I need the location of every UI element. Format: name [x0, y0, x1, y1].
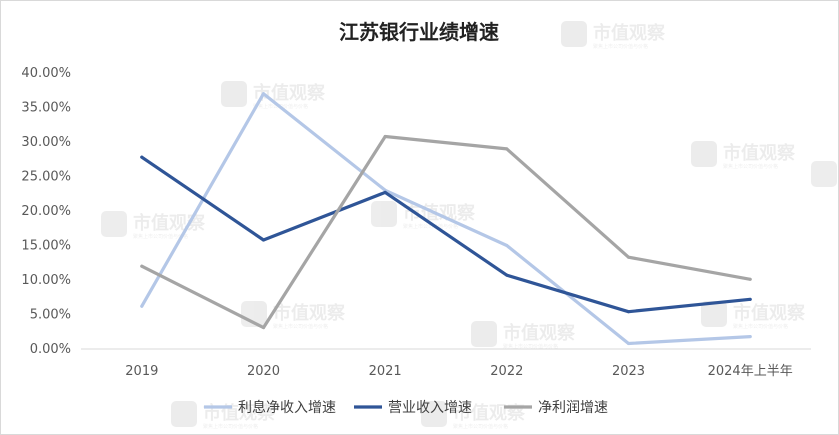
watermark-sub: 聚焦上市公司价值与价格: [733, 323, 788, 330]
x-tick-label: 2022: [490, 364, 523, 379]
data-point: [383, 190, 387, 194]
watermark-sub: 聚焦上市公司价值与价格: [723, 163, 778, 170]
y-tick-label: 20.00%: [21, 204, 71, 219]
legend-item: 营业收入增速: [354, 400, 472, 416]
watermark-logo-icon: [371, 201, 397, 227]
data-point: [262, 326, 265, 330]
watermark-logo-icon: [221, 81, 247, 107]
watermark-brand: 市值观察: [273, 302, 346, 324]
data-point: [748, 335, 752, 339]
y-axis: 0.00% 5.00% 10.00% 15.00% 20.00% 25.00% 30.00%…: [21, 66, 71, 357]
watermark-sub: 聚焦上市公司价值与价格: [203, 423, 258, 430]
watermark-logo-icon: [421, 401, 447, 427]
watermark-logo-icon: [171, 401, 197, 427]
data-point: [627, 310, 630, 314]
series-layer: [140, 92, 752, 346]
watermark-brand: 市值观察: [723, 142, 796, 164]
series-line-1: [140, 92, 752, 346]
y-tick-label: 10.00%: [21, 273, 71, 288]
legend-label: 营业收入增速: [388, 400, 472, 416]
watermark-brand: 市值观察: [733, 302, 806, 324]
y-tick-label: 35.00%: [21, 101, 71, 116]
watermark-brand: 市值观察: [593, 22, 666, 44]
series-line-2: [140, 155, 752, 314]
watermark-logo-icon: [561, 21, 587, 47]
data-point: [262, 238, 265, 242]
y-tick-label: 30.00%: [21, 135, 71, 150]
data-point: [748, 277, 752, 281]
watermark-brand: 市值观察: [503, 322, 576, 344]
data-point: [505, 273, 509, 277]
x-tick-label: 2019: [125, 364, 158, 379]
legend-label: 利息净收入增速: [238, 399, 336, 416]
data-point: [505, 147, 509, 151]
data-point: [505, 244, 509, 247]
data-point: [262, 92, 265, 96]
y-tick-label: 5.00%: [30, 308, 71, 323]
chart-title: 江苏银行业绩增速: [339, 20, 499, 44]
y-tick-label: 0.00%: [30, 342, 71, 357]
watermark-sub: 聚焦上市公司价值与价格: [403, 223, 458, 230]
watermark-logo-icon: [701, 301, 727, 327]
y-tick-label: 40.00%: [21, 66, 71, 81]
watermark-logo-icon: [101, 211, 127, 237]
watermark-logo-icon: [691, 141, 717, 167]
legend-item: 净利润增速: [504, 400, 608, 416]
x-tick-label: 2023: [612, 364, 645, 379]
watermark-sub: 聚焦上市公司价值与价格: [453, 423, 508, 430]
y-tick-label: 25.00%: [21, 170, 71, 185]
watermark-sub: 聚焦上市公司价值与价格: [593, 43, 648, 50]
watermark-sub: 聚焦上市公司价值与价格: [273, 323, 328, 330]
watermark-sub: 聚焦上市公司价值与价格: [133, 233, 188, 240]
data-point: [140, 155, 144, 159]
data-point: [140, 264, 144, 268]
watermark-logo-icon: [471, 321, 497, 347]
data-point: [383, 134, 387, 138]
x-tick-label: 2024年上半年: [708, 364, 793, 379]
x-axis: 2019 2020 2021 2022 2023 2024年上半年: [81, 348, 811, 379]
legend-label: 净利润增速: [538, 400, 608, 416]
x-tick-label: 2020: [247, 364, 280, 379]
y-tick-label: 15.00%: [21, 239, 71, 254]
legend-item: 利息净收入增速: [204, 399, 336, 416]
legend: 利息净收入增速 营业收入增速 净利润增速: [204, 399, 608, 416]
watermark-logo-icon: [811, 161, 837, 187]
series-line-3: [140, 134, 752, 330]
x-tick-label: 2021: [369, 364, 402, 379]
data-point: [748, 297, 752, 301]
watermark-sub: 聚焦上市公司价值与价格: [503, 343, 558, 350]
data-point: [627, 255, 630, 259]
data-point: [140, 304, 144, 308]
data-point: [627, 341, 630, 345]
